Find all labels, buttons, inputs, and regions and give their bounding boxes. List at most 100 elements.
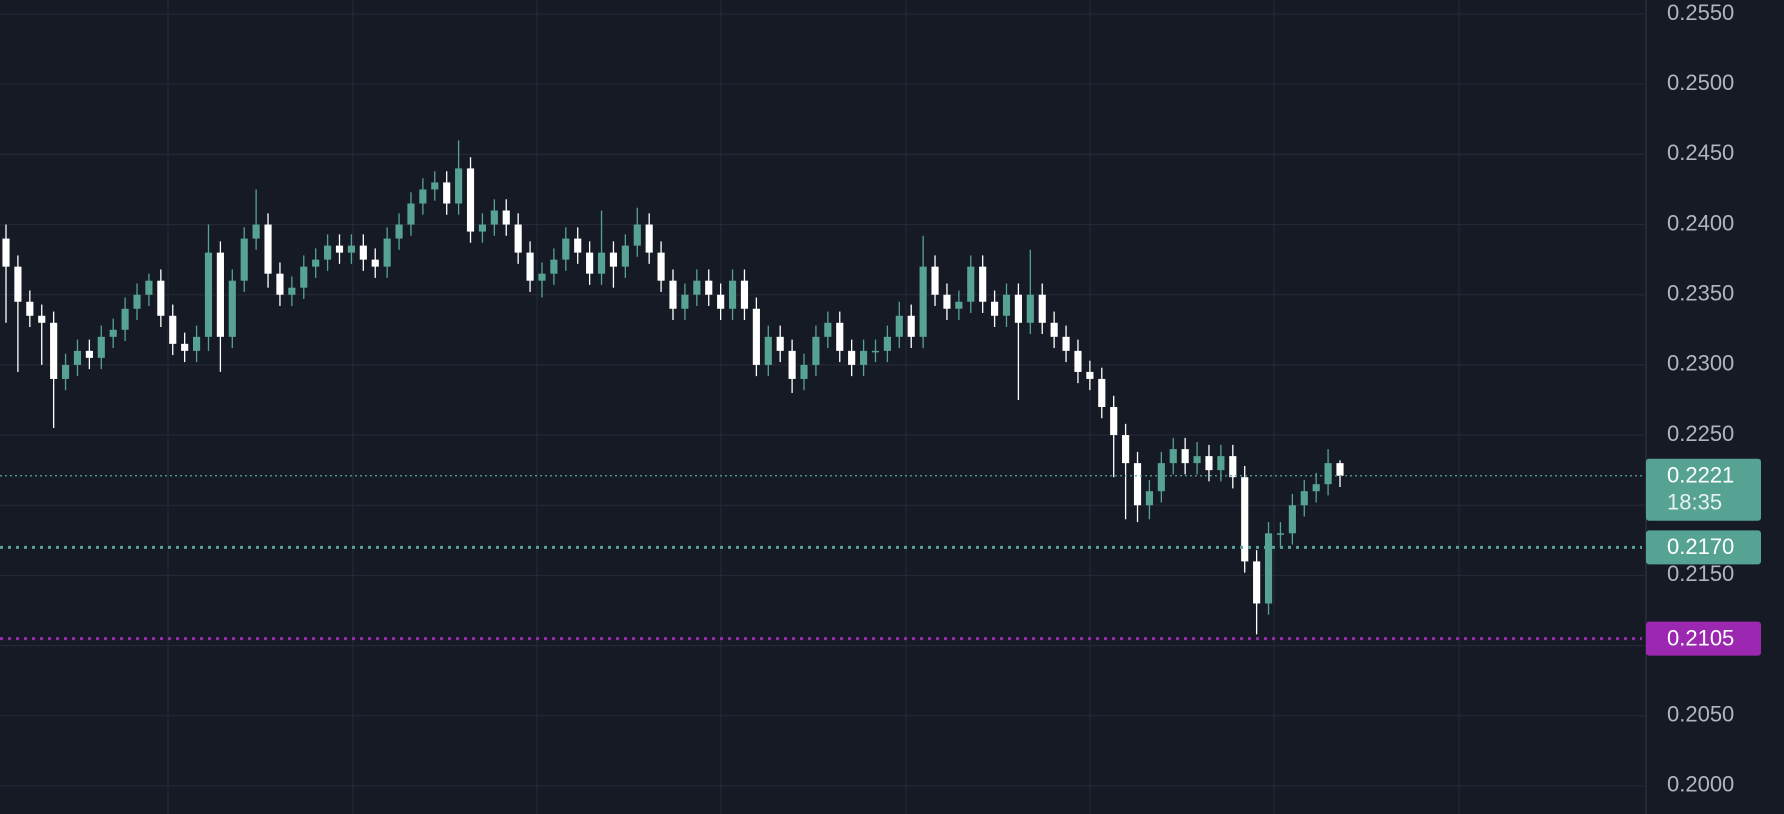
candle-body bbox=[26, 301, 34, 316]
candle-body bbox=[609, 252, 618, 267]
candle-body bbox=[490, 210, 498, 225]
candle-body bbox=[919, 266, 927, 337]
price-label: 0.2221 bbox=[1667, 463, 1734, 488]
candle-body bbox=[121, 308, 129, 330]
candle-body bbox=[1324, 463, 1332, 485]
candle-body bbox=[967, 266, 975, 302]
candle-body bbox=[61, 364, 70, 379]
candle-body bbox=[1264, 533, 1273, 604]
candle-body bbox=[943, 294, 951, 309]
candle-body bbox=[979, 266, 987, 302]
candle-body bbox=[895, 315, 903, 337]
candle-body bbox=[1241, 477, 1249, 562]
price-label: 0.2105 bbox=[1667, 625, 1734, 650]
candle-body bbox=[800, 364, 808, 379]
candle-body bbox=[419, 189, 427, 204]
candle-body bbox=[1014, 294, 1022, 323]
candle-body bbox=[1312, 484, 1320, 492]
candle-body bbox=[1229, 456, 1237, 478]
candle-body bbox=[240, 238, 248, 281]
candle-body bbox=[264, 224, 272, 274]
candle-body bbox=[204, 252, 213, 337]
y-tick-label: 0.2050 bbox=[1667, 702, 1734, 727]
price-label-box bbox=[1646, 458, 1761, 521]
candle-body bbox=[347, 245, 355, 253]
candle-body bbox=[681, 294, 689, 309]
candle-body bbox=[1038, 294, 1046, 323]
candle-body bbox=[991, 301, 999, 316]
candle-body bbox=[693, 280, 701, 295]
candle-body bbox=[1110, 407, 1118, 436]
candle-body bbox=[669, 280, 677, 309]
candle-body bbox=[1098, 378, 1106, 407]
candle-body bbox=[907, 315, 915, 337]
candle-body bbox=[550, 259, 558, 274]
time-grid bbox=[167, 0, 1460, 814]
candle-body bbox=[371, 259, 379, 267]
candle-body bbox=[1181, 449, 1189, 464]
candle-body bbox=[633, 224, 641, 246]
candle-body bbox=[1169, 449, 1177, 464]
countdown-label: 18:35 bbox=[1667, 490, 1722, 515]
candle-body bbox=[478, 224, 487, 232]
y-tick-label: 0.2000 bbox=[1667, 772, 1734, 797]
candle-body bbox=[335, 245, 344, 253]
y-tick-label: 0.2400 bbox=[1667, 210, 1734, 235]
candle-body bbox=[73, 350, 82, 365]
candle-body bbox=[574, 238, 582, 253]
candle-body bbox=[824, 322, 832, 337]
candle-body bbox=[1253, 561, 1261, 604]
candle-body bbox=[740, 280, 749, 309]
candle-body bbox=[597, 252, 606, 274]
candle-body bbox=[1133, 463, 1142, 506]
candle-body bbox=[383, 238, 391, 267]
candle-body bbox=[859, 350, 868, 365]
candle-body bbox=[455, 168, 463, 204]
candle-body bbox=[1122, 435, 1130, 464]
candle-body bbox=[133, 294, 141, 309]
y-tick-label: 0.2450 bbox=[1667, 140, 1734, 165]
candle-body bbox=[324, 245, 332, 260]
candle-body bbox=[1074, 350, 1082, 372]
candle-body bbox=[145, 280, 153, 295]
candle-body bbox=[526, 252, 534, 281]
y-tick-label: 0.2350 bbox=[1667, 281, 1734, 306]
y-tick-label: 0.2550 bbox=[1667, 0, 1734, 25]
candle-body bbox=[431, 182, 439, 190]
candle-body bbox=[312, 259, 320, 267]
candle-body bbox=[1217, 456, 1225, 471]
price-label-box bbox=[1646, 621, 1761, 656]
candle-body bbox=[1193, 456, 1201, 464]
candle-body bbox=[1026, 294, 1034, 323]
candle-body bbox=[288, 287, 296, 295]
candle-body bbox=[621, 245, 629, 267]
candle-body bbox=[562, 238, 570, 260]
candle-body bbox=[192, 336, 201, 351]
candle-body bbox=[717, 294, 725, 309]
candle-body bbox=[538, 273, 546, 281]
candle-body bbox=[1336, 463, 1344, 476]
candle-body bbox=[85, 350, 93, 358]
candle-body bbox=[514, 224, 522, 253]
candle-body bbox=[276, 273, 284, 295]
candle-body bbox=[1145, 491, 1154, 506]
candle-body bbox=[883, 336, 891, 351]
price-label: 0.2170 bbox=[1667, 534, 1734, 559]
candle-body bbox=[395, 224, 403, 239]
price-label-box bbox=[1646, 530, 1761, 565]
candle-body bbox=[97, 336, 105, 358]
candle-body bbox=[871, 350, 880, 353]
candle-body bbox=[359, 245, 367, 260]
candle-body bbox=[216, 252, 224, 337]
candle-body bbox=[1002, 294, 1011, 316]
candle-body bbox=[181, 343, 189, 351]
candle-body bbox=[1050, 322, 1058, 337]
candle-body bbox=[812, 336, 820, 365]
candle-body bbox=[228, 280, 236, 337]
candle-body bbox=[931, 266, 939, 295]
candle-body bbox=[657, 252, 665, 281]
candle-body bbox=[848, 350, 856, 365]
candle-body bbox=[407, 203, 415, 225]
